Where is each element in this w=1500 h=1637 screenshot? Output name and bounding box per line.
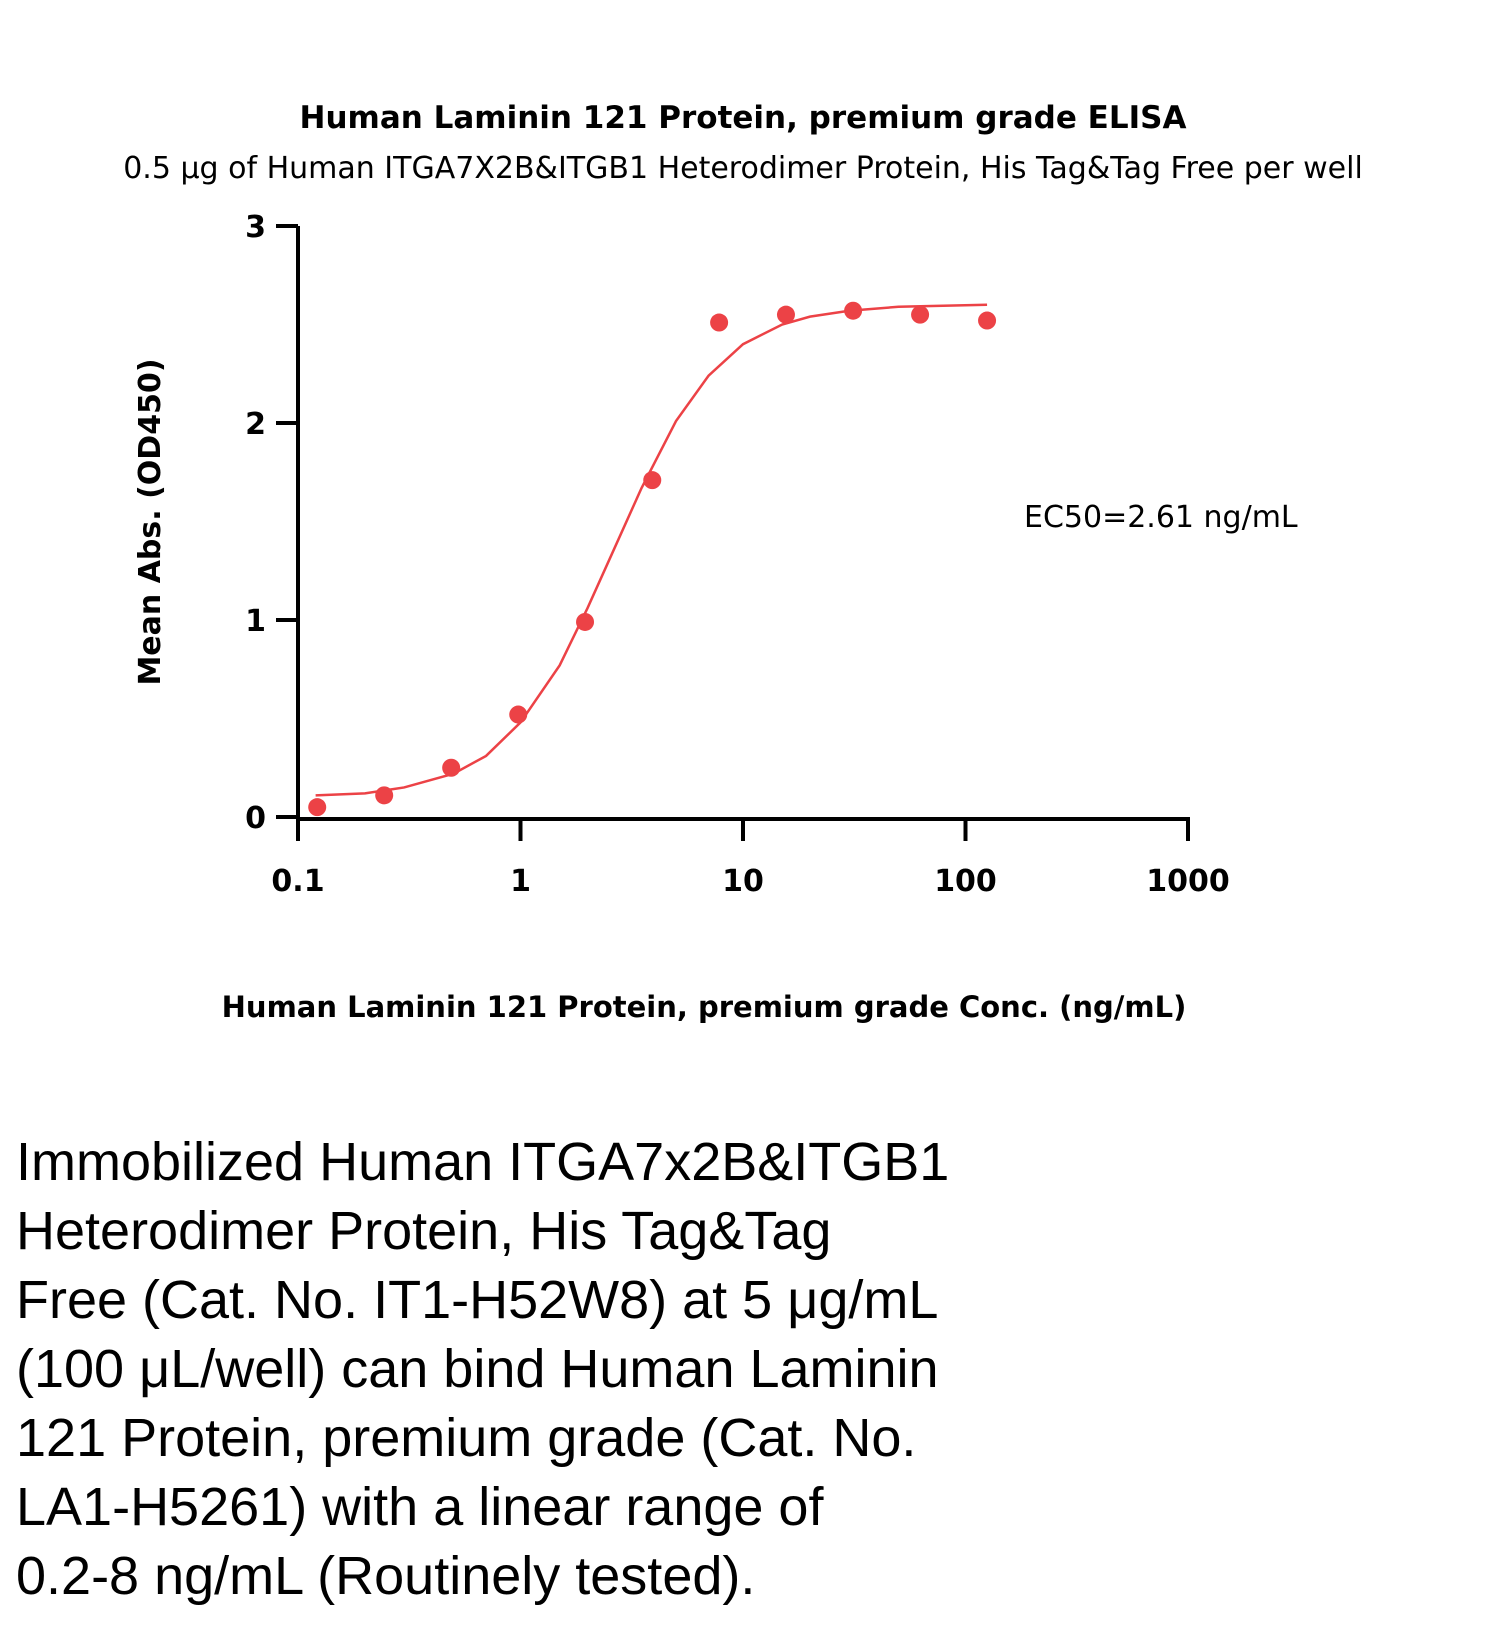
caption-line: 121 Protein, premium grade (Cat. No. (16, 1408, 916, 1468)
x-tick-label: 100 (934, 864, 997, 899)
caption-line: (100 μL/well) can bind Human Laminin (16, 1339, 939, 1399)
data-point (375, 786, 394, 805)
chart-subtitle: 0.5 μg of Human ITGA7X2B&ITGB1 Heterodim… (123, 151, 1363, 186)
data-point (308, 798, 327, 817)
caption-line: LA1-H5261) with a linear range of (16, 1477, 824, 1537)
fit-curve (315, 303, 988, 797)
x-tick-label: 1000 (1146, 864, 1230, 899)
y-tick-label: 1 (245, 604, 266, 639)
data-point (911, 305, 930, 324)
chart-title: Human Laminin 121 Protein, premium grade… (300, 100, 1187, 136)
caption-line: Immobilized Human ITGA7x2B&ITGB1 (16, 1132, 949, 1192)
y-tick-label: 0 (245, 801, 266, 836)
y-axis-title: Mean Abs. (OD450) (133, 358, 168, 685)
y-tick-label: 3 (245, 210, 266, 245)
x-tick-label: 10 (722, 864, 764, 899)
x-axis-title: Human Laminin 121 Protein, premium grade… (222, 990, 1187, 1024)
data-point (776, 305, 795, 324)
caption-line: Heterodimer Protein, His Tag&Tag (16, 1201, 831, 1261)
data-point (978, 311, 997, 330)
y-tick-label: 2 (245, 407, 266, 442)
data-point (643, 471, 662, 490)
data-point (844, 301, 863, 320)
data-point (509, 705, 528, 724)
data-point (710, 313, 729, 332)
caption-line: 0.2-8 ng/mL (Routinely tested). (16, 1546, 755, 1606)
x-tick-label: 0.1 (271, 864, 324, 899)
x-tick-label: 1 (510, 864, 531, 899)
caption-line: Free (Cat. No. IT1-H52W8) at 5 μg/mL (16, 1270, 938, 1330)
data-point (442, 758, 461, 777)
data-point (576, 612, 595, 631)
annotation: EC50=2.61 ng/mL (1024, 500, 1298, 535)
